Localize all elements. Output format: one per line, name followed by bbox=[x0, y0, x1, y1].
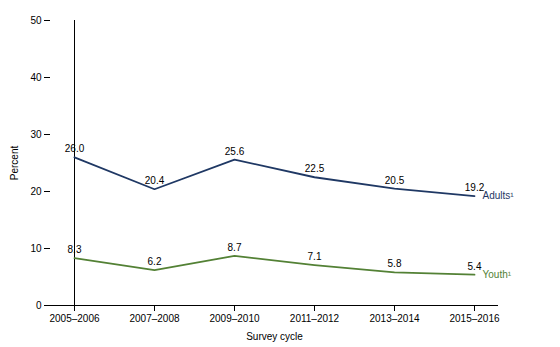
svg-text:7.1: 7.1 bbox=[308, 251, 322, 262]
svg-text:2009–2010: 2009–2010 bbox=[209, 313, 259, 324]
svg-text:50: 50 bbox=[30, 15, 42, 26]
svg-text:30: 30 bbox=[30, 129, 42, 140]
svg-text:2007–2008: 2007–2008 bbox=[129, 313, 179, 324]
svg-text:26.0: 26.0 bbox=[65, 143, 85, 154]
svg-text:20: 20 bbox=[30, 186, 42, 197]
svg-text:19.2: 19.2 bbox=[464, 182, 485, 194]
svg-text:2005–2006: 2005–2006 bbox=[49, 313, 99, 324]
svg-text:22.5: 22.5 bbox=[305, 163, 325, 174]
svg-text:20.5: 20.5 bbox=[385, 175, 405, 186]
svg-text:Youth¹: Youth¹ bbox=[483, 269, 512, 280]
svg-text:Percent: Percent bbox=[9, 146, 20, 181]
svg-text:5.4: 5.4 bbox=[468, 261, 482, 272]
svg-text:2013–2014: 2013–2014 bbox=[369, 313, 419, 324]
svg-text:8.3: 8.3 bbox=[68, 244, 82, 255]
svg-text:25.6: 25.6 bbox=[225, 146, 245, 157]
svg-text:2015–2016: 2015–2016 bbox=[449, 313, 499, 324]
svg-text:40: 40 bbox=[30, 72, 42, 83]
svg-text:6.2: 6.2 bbox=[148, 256, 162, 267]
svg-text:2011–2012: 2011–2012 bbox=[290, 313, 340, 324]
svg-text:Adults¹: Adults¹ bbox=[483, 190, 515, 201]
svg-text:10: 10 bbox=[30, 243, 42, 254]
svg-text:20.4: 20.4 bbox=[145, 175, 165, 186]
svg-text:5.8: 5.8 bbox=[388, 258, 402, 269]
svg-text:0: 0 bbox=[36, 300, 42, 311]
svg-text:8.7: 8.7 bbox=[228, 242, 242, 253]
svg-text:Survey cycle: Survey cycle bbox=[246, 331, 303, 342]
